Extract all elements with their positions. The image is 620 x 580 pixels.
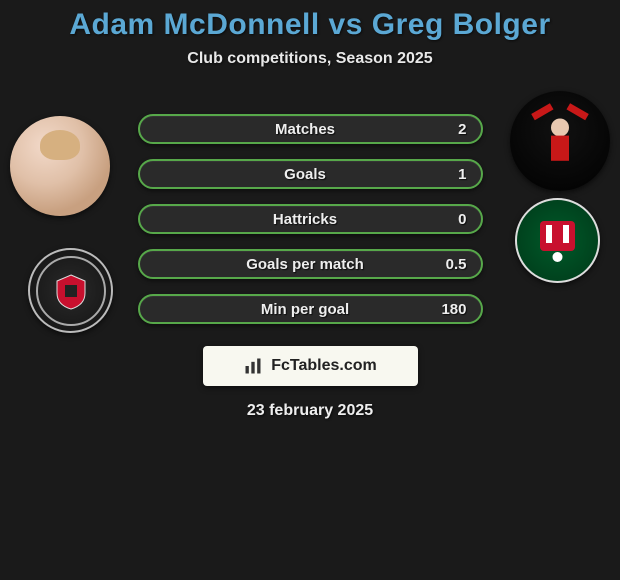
bar-chart-icon [243, 356, 263, 376]
club-right-icon [530, 213, 585, 268]
stat-right-val: 180 [427, 301, 467, 318]
player-right-avatar [510, 91, 610, 191]
stat-row-matches: . Matches 2 [138, 114, 483, 144]
club-left-badge [28, 248, 113, 333]
stat-label: Matches [275, 121, 335, 138]
stat-row-min-per-goal: . Min per goal 180 [138, 294, 483, 324]
comparison-title: Adam McDonnell vs Greg Bolger [0, 8, 620, 42]
stat-label: Min per goal [261, 301, 349, 318]
club-right-badge [515, 198, 600, 283]
watermark: FcTables.com [203, 346, 418, 386]
stat-row-goals: . Goals 1 [138, 159, 483, 189]
main-area: . Matches 2 . Goals 1 . Hattricks 0 . Go… [0, 86, 620, 420]
stat-right-val: 1 [427, 166, 467, 183]
celebration-icon [515, 96, 605, 186]
stat-right-val: 2 [427, 121, 467, 138]
watermark-text: FcTables.com [271, 357, 377, 375]
stat-right-val: 0 [426, 211, 466, 228]
player-left-avatar [10, 116, 110, 216]
stat-row-goals-per-match: . Goals per match 0.5 [138, 249, 483, 279]
stats-list: . Matches 2 . Goals 1 . Hattricks 0 . Go… [138, 86, 483, 324]
club-left-badge-inner [36, 256, 106, 326]
shield-icon [51, 271, 91, 311]
stat-label: Hattricks [273, 211, 337, 228]
stat-right-val: 0.5 [426, 256, 466, 273]
stat-row-hattricks: . Hattricks 0 [138, 204, 483, 234]
stat-label: Goals per match [246, 256, 364, 273]
season-subtitle: Club competitions, Season 2025 [0, 50, 620, 68]
comparison-date: 23 february 2025 [0, 402, 620, 420]
stat-label: Goals [284, 166, 326, 183]
